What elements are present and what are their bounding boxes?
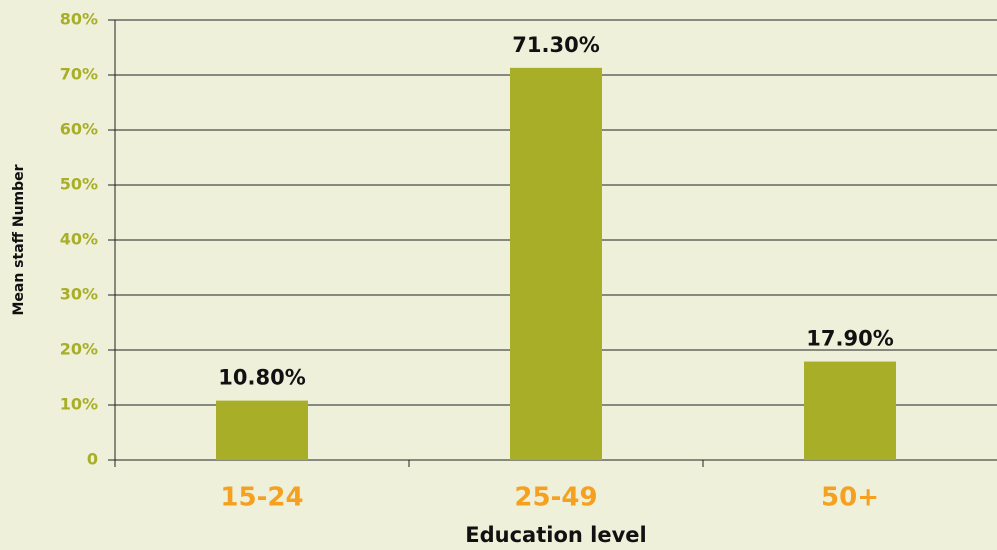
y-tick-label: 60% — [60, 120, 98, 139]
y-tick-label: 80% — [60, 10, 98, 29]
x-axis-title: Education level — [465, 523, 646, 547]
value-label: 17.90% — [806, 327, 893, 351]
x-tick-label: 25-49 — [514, 483, 597, 513]
y-tick-label: 0 — [87, 450, 98, 469]
y-tick-label: 30% — [60, 285, 98, 304]
y-tick-label: 20% — [60, 340, 98, 359]
bar — [216, 400, 308, 460]
bar — [804, 361, 896, 460]
x-tick-label: 15-24 — [220, 483, 303, 513]
value-label: 71.30% — [512, 33, 599, 57]
y-tick-label: 70% — [60, 65, 98, 84]
y-axis-title: Mean staff Number — [11, 164, 27, 315]
y-tick-label: 40% — [60, 230, 98, 249]
bar — [510, 67, 602, 460]
x-tick-label: 50+ — [821, 483, 879, 513]
y-tick-label: 10% — [60, 395, 98, 414]
value-label: 10.80% — [218, 366, 305, 390]
y-tick-label: 50% — [60, 175, 98, 194]
